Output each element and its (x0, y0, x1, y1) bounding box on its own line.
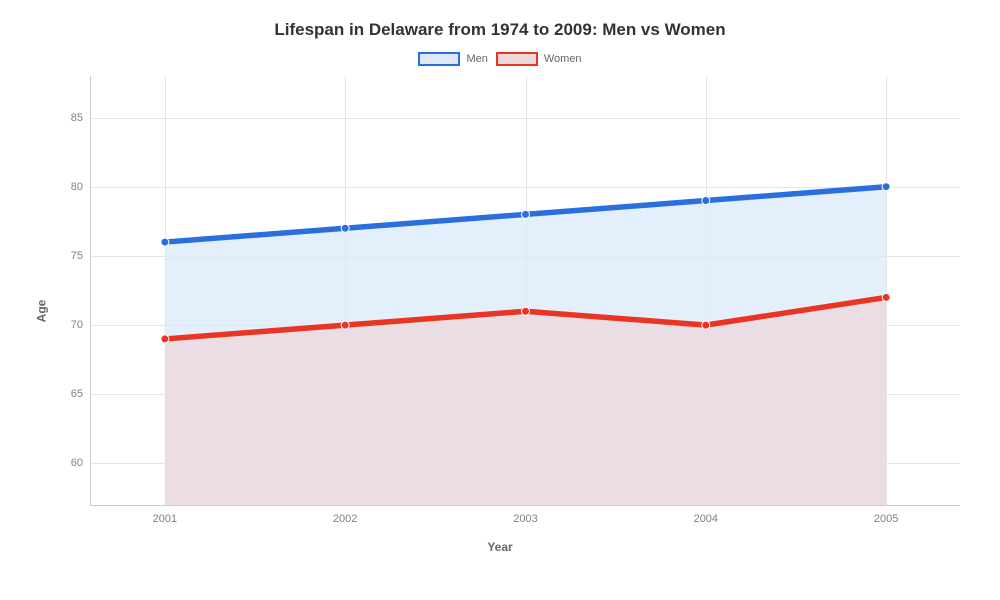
legend-label-men: Men (466, 53, 487, 65)
plot-area: 60657075808520012002200320042005 (90, 76, 960, 506)
series-marker[interactable] (341, 321, 349, 329)
chart-title: Lifespan in Delaware from 1974 to 2009: … (30, 20, 970, 40)
y-tick-label: 75 (71, 250, 91, 262)
chart-container: Lifespan in Delaware from 1974 to 2009: … (0, 0, 1000, 600)
x-tick-label: 2003 (513, 505, 537, 525)
x-tick-label: 2005 (874, 505, 898, 525)
legend-item-women[interactable]: Women (496, 52, 582, 66)
y-tick-label: 70 (71, 319, 91, 331)
legend-swatch-men (418, 52, 460, 66)
y-tick-label: 60 (71, 457, 91, 469)
series-marker[interactable] (882, 293, 890, 301)
x-axis-label: Year (487, 540, 512, 554)
markers-svg (91, 76, 960, 505)
series-marker[interactable] (161, 238, 169, 246)
legend-swatch-women (496, 52, 538, 66)
series-marker[interactable] (161, 335, 169, 343)
series-marker[interactable] (341, 224, 349, 232)
y-tick-label: 85 (71, 112, 91, 124)
y-axis-label: Age (34, 300, 48, 323)
plot-wrap: Age 60657075808520012002200320042005 Yea… (30, 76, 970, 546)
series-marker[interactable] (702, 197, 710, 205)
y-tick-label: 80 (71, 181, 91, 193)
x-tick-label: 2004 (694, 505, 718, 525)
x-tick-label: 2001 (153, 505, 177, 525)
legend: Men Women (30, 52, 970, 66)
y-tick-label: 65 (71, 388, 91, 400)
series-marker[interactable] (522, 307, 530, 315)
legend-item-men[interactable]: Men (418, 52, 487, 66)
series-marker[interactable] (522, 210, 530, 218)
series-marker[interactable] (702, 321, 710, 329)
series-marker[interactable] (882, 183, 890, 191)
x-tick-label: 2002 (333, 505, 357, 525)
legend-label-women: Women (544, 53, 582, 65)
